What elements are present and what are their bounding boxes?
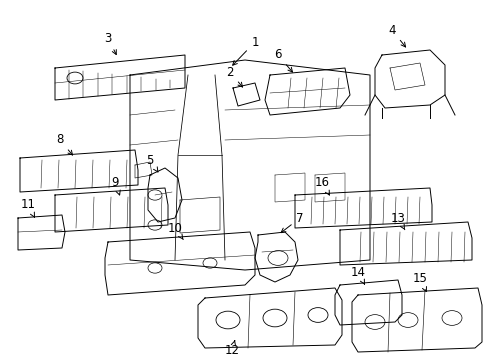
Text: 13: 13 [390, 211, 405, 230]
Text: 5: 5 [146, 153, 158, 172]
Text: 3: 3 [104, 31, 116, 55]
Text: 10: 10 [167, 221, 183, 239]
Text: 11: 11 [20, 198, 36, 217]
Text: 7: 7 [281, 211, 303, 233]
Text: 16: 16 [314, 175, 329, 195]
Text: 12: 12 [224, 341, 239, 356]
Text: 6: 6 [274, 49, 292, 72]
Text: 8: 8 [56, 134, 72, 155]
Text: 14: 14 [350, 266, 365, 284]
Text: 9: 9 [111, 175, 120, 195]
Text: 1: 1 [232, 36, 258, 65]
Text: 4: 4 [387, 23, 405, 47]
Text: 15: 15 [412, 271, 427, 292]
Text: 2: 2 [226, 66, 242, 87]
